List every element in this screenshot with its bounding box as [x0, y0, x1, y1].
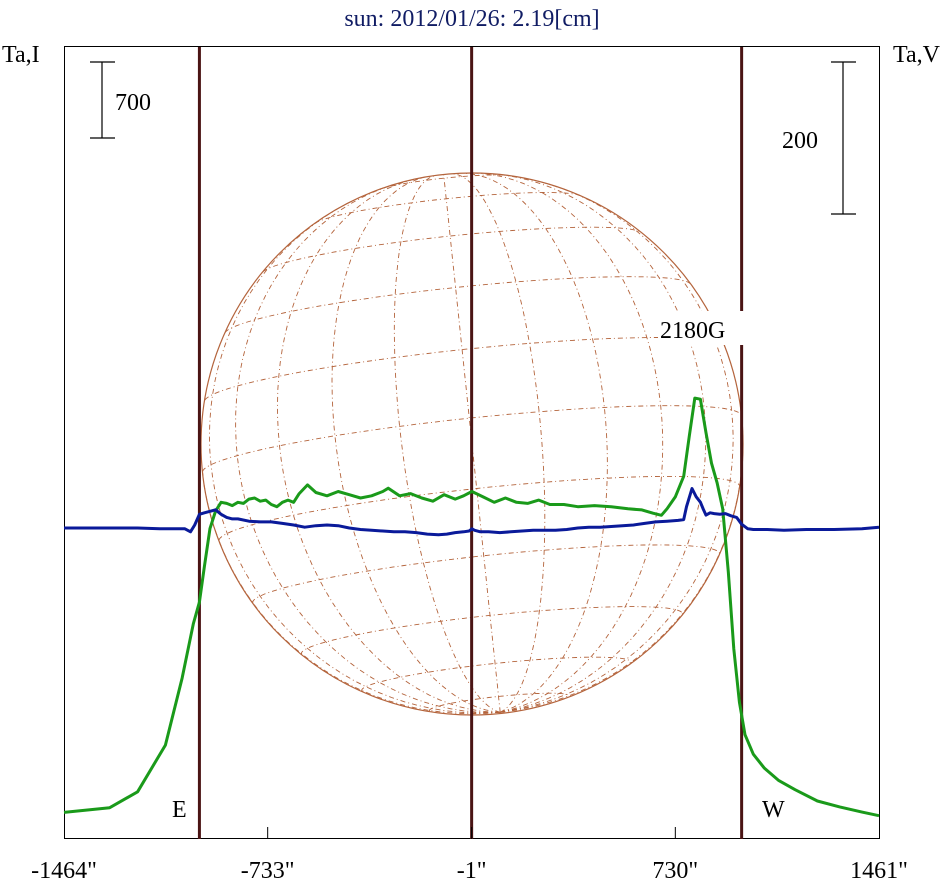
x-tick-label: -1" — [457, 858, 487, 884]
disk-parallel — [224, 276, 691, 334]
chart-title: sun: 2012/01/26: 2.19[cm] — [344, 6, 599, 32]
x-tick-label: 1461" — [850, 858, 908, 884]
disk-meridian — [443, 174, 501, 713]
x-tick-label: -733" — [241, 858, 295, 884]
series-polarization-line — [64, 487, 880, 537]
x-axis-ticks: -1464" -733" -1" 730" 1461" — [31, 827, 908, 884]
marker-lines — [197, 47, 744, 839]
region-label-background — [658, 311, 744, 345]
disk-meridian — [331, 177, 501, 713]
right-axis-label: Ta,V — [893, 42, 941, 68]
disk-parallel — [262, 226, 641, 273]
disk-meridian — [500, 415, 744, 713]
disk-meridian — [235, 183, 501, 713]
scale-bar-right-label: 200 — [782, 128, 818, 154]
series-intensity-line — [63, 396, 880, 818]
disk-meridian — [464, 172, 608, 713]
disk-parallel — [300, 606, 683, 656]
left-axis-label: Ta,I — [2, 42, 40, 68]
scale-bar-left — [90, 61, 115, 139]
west-label: W — [762, 797, 785, 823]
disk-meridian — [492, 173, 707, 713]
disk-parallel — [204, 337, 726, 401]
region-label: 2180G — [660, 318, 725, 344]
scale-bar-right — [831, 61, 856, 215]
east-label: E — [172, 797, 187, 823]
scale-bar-left-label: 700 — [115, 90, 151, 116]
disk-parallel — [218, 475, 741, 541]
disk-meridian — [500, 180, 734, 713]
disk-parallel — [314, 192, 580, 224]
x-tick-label: 730" — [652, 858, 698, 884]
disk-meridian — [277, 178, 501, 713]
disk-meridian — [208, 200, 501, 714]
disk-meridian — [393, 174, 501, 713]
disk-parallel — [429, 692, 570, 712]
disk-parallel — [379, 174, 509, 190]
disk-meridian — [473, 172, 664, 713]
disk-meridian — [450, 173, 546, 713]
x-tick-label: -1464" — [31, 858, 97, 884]
disk-parallel — [252, 544, 720, 604]
